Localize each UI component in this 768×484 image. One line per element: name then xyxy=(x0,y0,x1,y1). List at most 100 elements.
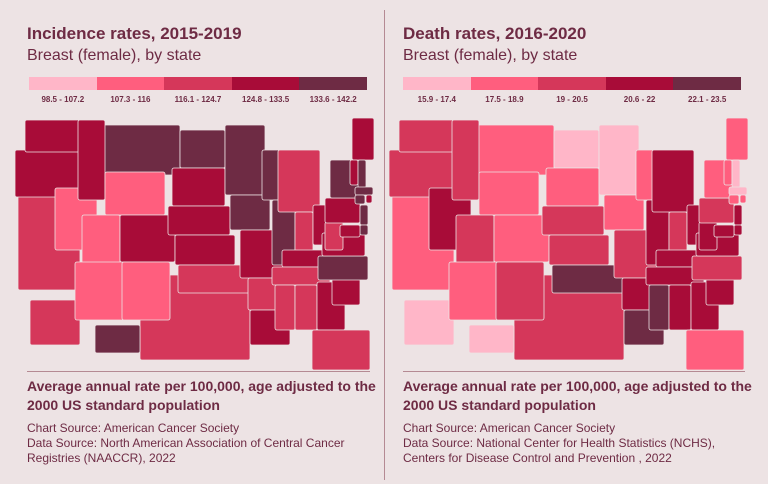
state-al xyxy=(294,284,318,331)
state-ak xyxy=(403,299,455,346)
legend-item: 98.5 - 107.2 xyxy=(29,77,97,104)
state-ks xyxy=(174,234,236,266)
legend-label: 22.1 - 23.5 xyxy=(688,95,727,104)
divider-line xyxy=(27,371,370,372)
state-nj xyxy=(359,204,369,226)
legend-swatch xyxy=(605,77,674,90)
rate-note: Average annual rate per 100,000, age adj… xyxy=(403,378,752,413)
state-mn xyxy=(224,124,266,196)
legend-swatch xyxy=(673,77,741,90)
state-al xyxy=(668,284,692,331)
sources: Chart Source: American Cancer Society Da… xyxy=(27,421,377,466)
state-hi xyxy=(94,324,141,354)
legend-swatch xyxy=(470,77,539,90)
state-nd xyxy=(553,129,600,169)
legend-swatch xyxy=(299,77,367,90)
legend-label: 15.9 - 17.4 xyxy=(417,95,456,104)
state-hi xyxy=(468,324,515,354)
legend-swatch xyxy=(96,77,165,90)
state-ma xyxy=(354,186,374,196)
state-ct xyxy=(728,194,740,205)
state-vt xyxy=(349,159,359,186)
legend-label: 20.6 - 22 xyxy=(623,95,656,104)
state-sd xyxy=(545,167,600,207)
legend-item: 107.3 - 116 xyxy=(96,77,165,104)
legend-item: 124.8 - 133.5 xyxy=(231,77,300,104)
legend-item: 116.1 - 124.7 xyxy=(164,77,232,104)
state-ut xyxy=(81,214,121,268)
state-in xyxy=(668,211,688,255)
state-ma xyxy=(728,186,748,196)
state-ok xyxy=(177,264,251,294)
state-co xyxy=(119,214,176,263)
legend-label: 116.1 - 124.7 xyxy=(174,95,222,104)
state-nj xyxy=(733,204,743,226)
state-vt xyxy=(723,159,733,186)
state-ok xyxy=(551,264,625,294)
divider-line xyxy=(403,371,745,372)
state-nc xyxy=(691,255,743,281)
state-mi xyxy=(277,149,321,213)
state-nm xyxy=(495,261,545,321)
state-ne xyxy=(541,205,605,236)
legend-item: 17.5 - 18.9 xyxy=(470,77,539,104)
legend: 98.5 - 107.2 107.3 - 116 116.1 - 124.7 124.… xyxy=(29,77,367,104)
state-az xyxy=(448,261,500,321)
source-line: Data Source: National Center for Health … xyxy=(403,436,716,450)
state-ri xyxy=(739,194,747,204)
state-in xyxy=(294,211,314,255)
legend-swatch xyxy=(231,77,300,90)
state-az xyxy=(74,261,126,321)
state-me xyxy=(725,117,749,161)
state-ks xyxy=(548,234,610,266)
state-id xyxy=(77,119,106,201)
legend-item: 19 - 20.5 xyxy=(538,77,606,104)
state-mi xyxy=(651,149,695,213)
legend: 15.9 - 17.4 17.5 - 18.9 19 - 20.5 20.6 - 22… xyxy=(403,77,741,104)
state-sc xyxy=(705,277,735,306)
source-line: Chart Source: American Cancer Society xyxy=(403,421,616,435)
legend-item: 20.6 - 22 xyxy=(605,77,674,104)
state-nh xyxy=(731,159,741,189)
state-de xyxy=(733,224,743,236)
state-id xyxy=(451,119,480,201)
legend-label: 133.6 - 142.2 xyxy=(309,95,357,104)
sources: Chart Source: American Cancer Society Da… xyxy=(403,421,753,466)
us-choropleth-map xyxy=(14,117,375,370)
incidence-panel: Incidence rates, 2015-2019 Breast (femal… xyxy=(14,24,377,466)
state-nd xyxy=(179,129,226,169)
legend-swatch xyxy=(538,77,606,90)
legend-swatch xyxy=(29,77,97,90)
state-md xyxy=(713,224,735,238)
legend-label: 98.5 - 107.2 xyxy=(41,95,85,104)
state-ms xyxy=(274,284,296,331)
legend-item: 133.6 - 142.2 xyxy=(299,77,367,104)
death-panel: Death rates, 2016-2020 Breast (female), … xyxy=(384,0,768,484)
state-me xyxy=(351,117,375,161)
panel-divider xyxy=(384,10,385,480)
source-line: Centers for Disease Control and Preventi… xyxy=(403,451,672,465)
state-sd xyxy=(171,167,226,207)
state-mn xyxy=(598,124,640,196)
footnote: Average annual rate per 100,000, age adj… xyxy=(27,377,377,466)
state-nc xyxy=(317,255,369,281)
state-ct xyxy=(354,194,366,205)
state-de xyxy=(359,224,369,236)
state-nh xyxy=(357,159,367,189)
legend-label: 19 - 20.5 xyxy=(556,95,588,104)
state-ri xyxy=(365,194,373,204)
footnote: Average annual rate per 100,000, age adj… xyxy=(403,377,753,466)
source-line: Chart Source: American Cancer Society xyxy=(27,421,240,435)
source-line: Data Source: North American Association … xyxy=(27,436,345,465)
legend-item: 22.1 - 23.5 xyxy=(673,77,741,104)
state-ms xyxy=(648,284,670,331)
map-subtitle: Breast (female), by state xyxy=(403,47,578,64)
us-choropleth-map xyxy=(388,117,749,370)
legend-label: 124.8 - 133.5 xyxy=(242,95,290,104)
state-fl xyxy=(311,329,371,370)
state-nm xyxy=(121,261,171,321)
state-wy xyxy=(478,171,540,216)
state-md xyxy=(339,224,361,238)
map-title: Death rates, 2016-2020 xyxy=(403,24,587,43)
map-subtitle: Breast (female), by state xyxy=(27,47,202,64)
